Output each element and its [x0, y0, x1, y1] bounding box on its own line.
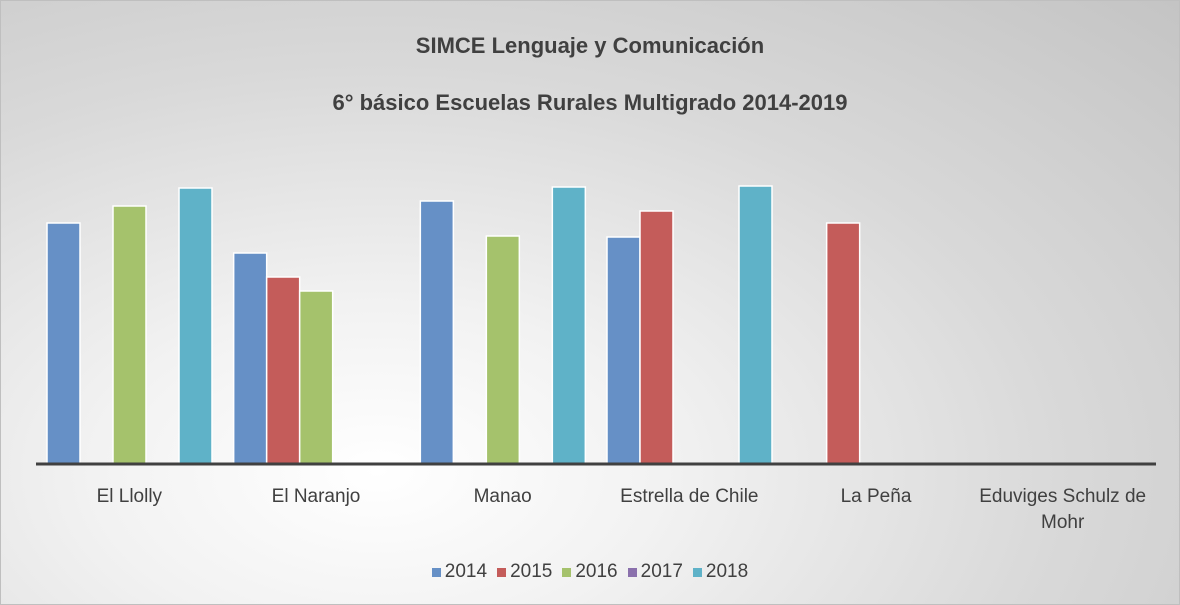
- legend-swatch: [497, 567, 507, 577]
- chart-subtitle: 6° básico Escuelas Rurales Multigrado 20…: [332, 90, 848, 115]
- bar: [485, 235, 521, 465]
- x-tick-label: Manao: [473, 486, 532, 507]
- legend-label: 2016: [575, 561, 618, 582]
- legend-item: 2018: [692, 561, 749, 583]
- bar: [639, 210, 674, 465]
- legend-swatch: [431, 567, 441, 577]
- legend-label: 2017: [640, 561, 683, 582]
- legend: 2014 2015 2016 2017 2018: [1, 561, 1179, 583]
- legend-item: 2017: [627, 561, 683, 583]
- legend-swatch: [627, 567, 637, 577]
- bar: [298, 290, 334, 465]
- legend-label: 2015: [510, 561, 553, 582]
- bar: [178, 187, 213, 465]
- legend-item: 2014: [431, 561, 488, 583]
- bar: [46, 222, 81, 465]
- legend-item: 2016: [562, 561, 618, 583]
- x-tick-label: La Peña: [840, 486, 912, 507]
- x-tick-label: El Llolly: [96, 486, 163, 507]
- legend-swatch: [562, 567, 572, 577]
- bar: [265, 276, 301, 465]
- bar: [112, 205, 147, 465]
- bar: [419, 200, 455, 465]
- x-tick-label: Estrella de Chile: [620, 486, 759, 507]
- legend-label: 2018: [705, 561, 749, 582]
- chart-title: SIMCE Lenguaje y Comunicación: [415, 33, 765, 58]
- legend-swatch: [692, 567, 702, 577]
- bar: [232, 252, 268, 465]
- bar: [738, 185, 773, 465]
- x-tick-label: El Naranjo: [271, 486, 361, 507]
- legend-label: 2014: [444, 561, 488, 582]
- legend-item: 2015: [497, 561, 552, 583]
- bar: [825, 222, 861, 465]
- x-tick-label: Eduviges Schulz de Mohr: [979, 486, 1147, 533]
- bar: [606, 236, 641, 465]
- bar: [551, 186, 587, 465]
